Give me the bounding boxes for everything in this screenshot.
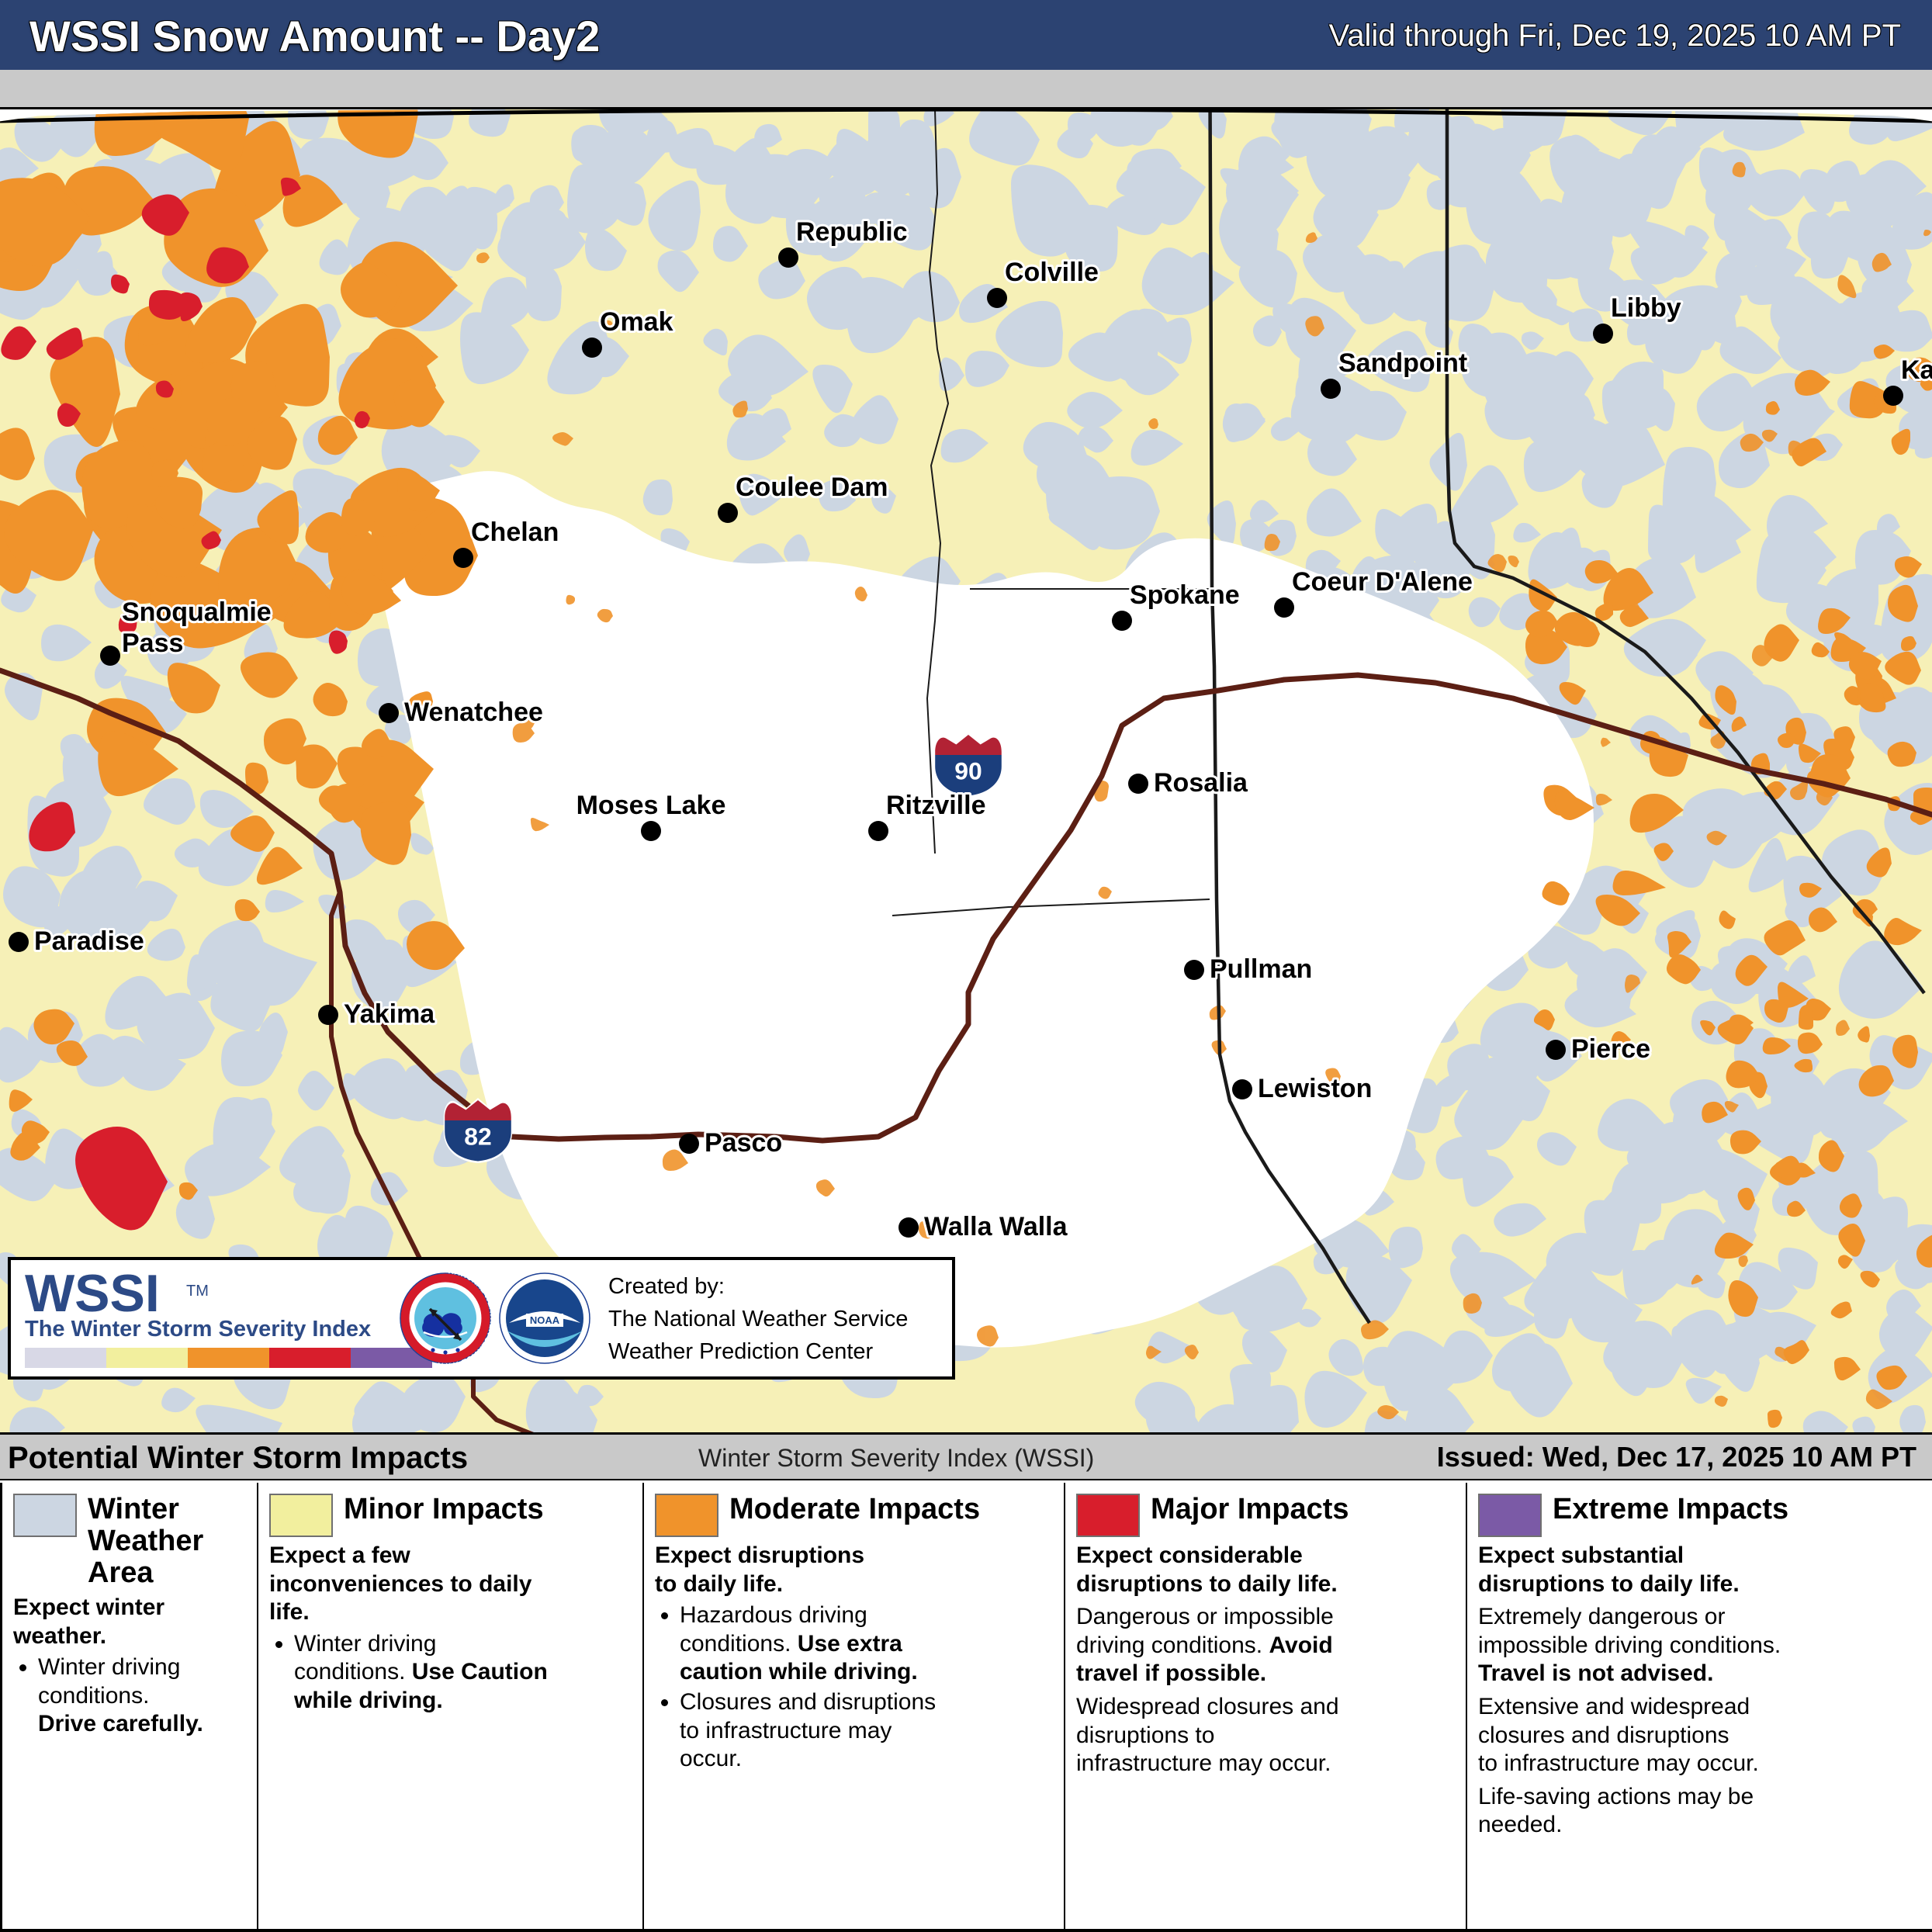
svg-text:Coeur D'Alene: Coeur D'Alene [1292, 567, 1473, 597]
svg-text:Wenatchee: Wenatchee [404, 698, 543, 727]
svg-text:Rosalia: Rosalia [1154, 768, 1248, 798]
svg-text:Lewiston: Lewiston [1258, 1074, 1372, 1103]
svg-text:Ritzville: Ritzville [886, 791, 985, 820]
svg-text:Pierce: Pierce [1571, 1034, 1650, 1064]
svg-text:82: 82 [464, 1122, 492, 1150]
svg-text:Pullman: Pullman [1210, 954, 1312, 984]
svg-text:NOAA: NOAA [530, 1314, 560, 1326]
svg-text:Republic: Republic [796, 217, 908, 247]
svg-text:Yakima: Yakima [344, 999, 435, 1029]
svg-text:The National Weather Service: The National Weather Service [608, 1307, 908, 1331]
svg-text:Snoqualmie: Snoqualmie [122, 597, 272, 627]
svg-text:Created by:: Created by: [608, 1274, 725, 1299]
svg-text:Chelan: Chelan [471, 518, 559, 547]
svg-text:Paradise: Paradise [34, 926, 144, 956]
svg-text:WSSI: WSSI [25, 1264, 160, 1323]
svg-text:The Winter Storm Severity Inde: The Winter Storm Severity Index [25, 1317, 371, 1342]
svg-text:Kalispell: Kalispell [1901, 355, 1932, 385]
svg-text:Weather Prediction Center: Weather Prediction Center [608, 1339, 874, 1364]
svg-text:90: 90 [954, 757, 982, 784]
svg-text:Spokane: Spokane [1130, 580, 1240, 610]
svg-text:Pass: Pass [122, 628, 183, 658]
svg-text:Coulee Dam: Coulee Dam [736, 473, 888, 502]
svg-text:TM: TM [186, 1283, 209, 1300]
svg-text:Walla Walla: Walla Walla [924, 1212, 1068, 1241]
svg-text:Libby: Libby [1611, 293, 1681, 323]
svg-text:Colville: Colville [1005, 258, 1099, 287]
svg-text:Sandpoint: Sandpoint [1338, 348, 1467, 378]
svg-text:Omak: Omak [600, 307, 673, 337]
svg-text:Moses Lake: Moses Lake [576, 791, 726, 820]
svg-text:Pasco: Pasco [705, 1128, 782, 1158]
